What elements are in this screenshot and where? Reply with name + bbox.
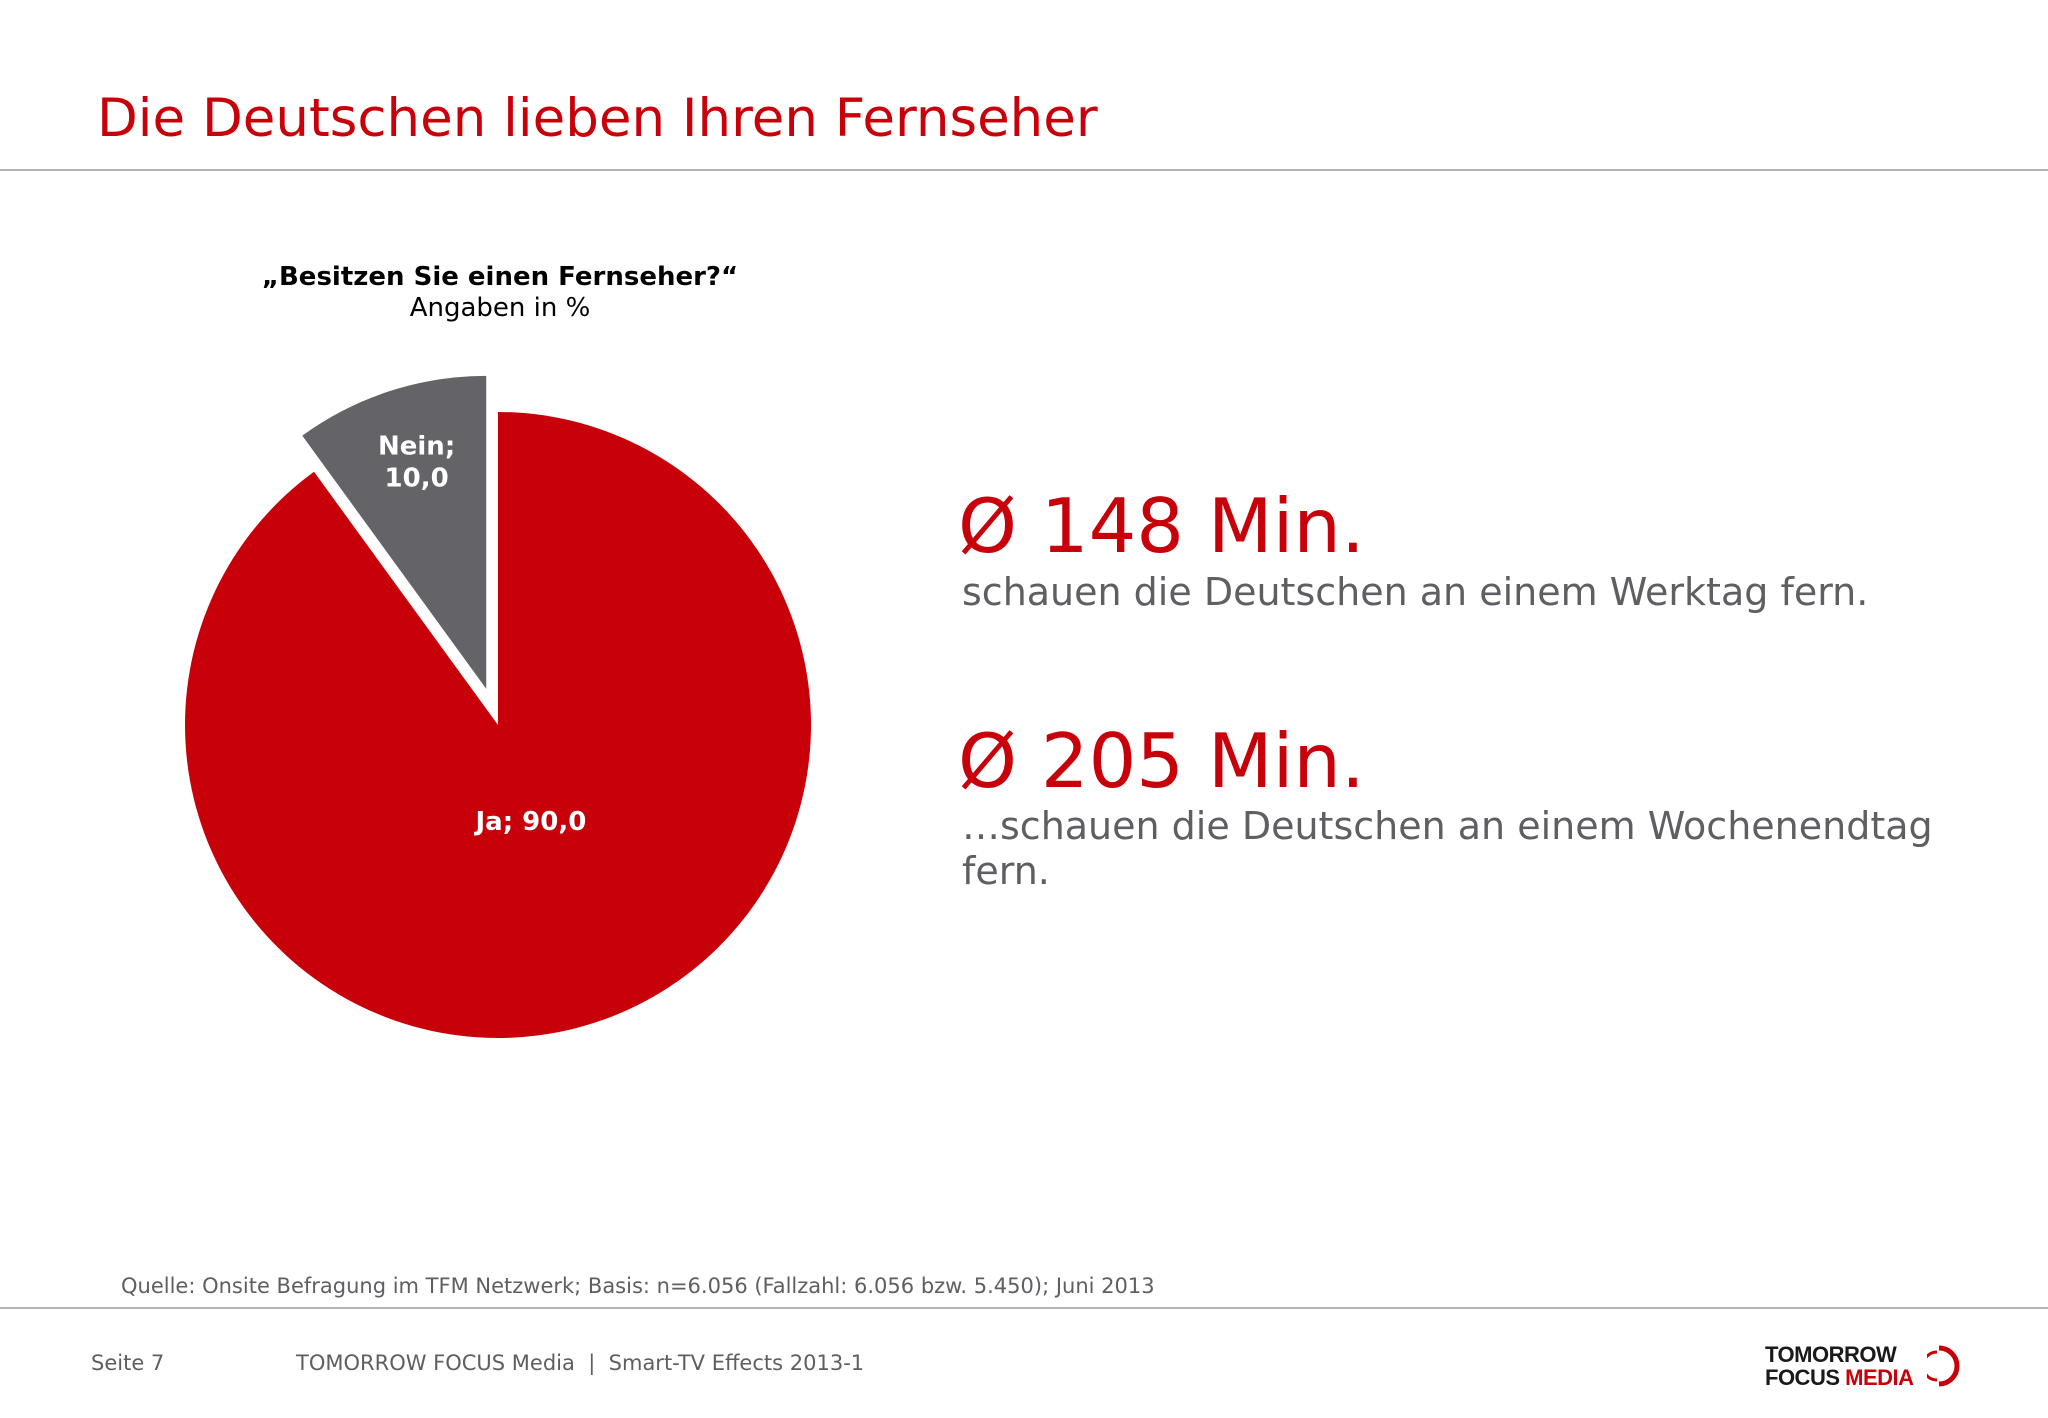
page-title: Die Deutschen lieben Ihren Fernseher <box>97 88 1098 149</box>
pie-label-nein: Nein; 10,0 <box>378 432 455 494</box>
pie-slice-nein <box>302 375 487 689</box>
company-logo: TOMORROW FOCUS MEDIA <box>1765 1342 1965 1390</box>
pie-label-ja: Ja; 90,0 <box>473 807 586 837</box>
stat-weekend-value: Ø 205 Min. <box>958 717 1365 805</box>
pie-slice-ja <box>184 412 811 1038</box>
stat-weekday-text: schauen die Deutschen an einem Werktag f… <box>962 570 1869 614</box>
pie-chart: Ja; 90,0 Nein; 10,0 <box>184 375 811 1038</box>
chart-title: „Besitzen Sie einen Fernseher?“ <box>261 262 739 292</box>
page-number: Seite 7 <box>91 1351 165 1375</box>
header-divider <box>0 169 2048 171</box>
logo-media: MEDIA <box>1845 1365 1914 1390</box>
footer-divider <box>0 1307 2048 1309</box>
logo-line1: TOMORROW <box>1765 1342 1897 1367</box>
stat-weekend-text: …schauen die Deutschen an einem Wochenen… <box>962 804 1933 893</box>
footer-text: TOMORROW FOCUS Media | Smart-TV Effects … <box>296 1351 865 1375</box>
logo-line2: FOCUS MEDIA <box>1765 1365 1914 1391</box>
logo-focus: FOCUS <box>1765 1365 1840 1390</box>
logo-arc-icon <box>1927 1345 1960 1387</box>
source-note: Quelle: Onsite Befragung im TFM Netzwerk… <box>121 1274 1155 1298</box>
stat-weekday-value: Ø 148 Min. <box>958 482 1365 570</box>
chart-subtitle: Angaben in % <box>409 293 591 323</box>
